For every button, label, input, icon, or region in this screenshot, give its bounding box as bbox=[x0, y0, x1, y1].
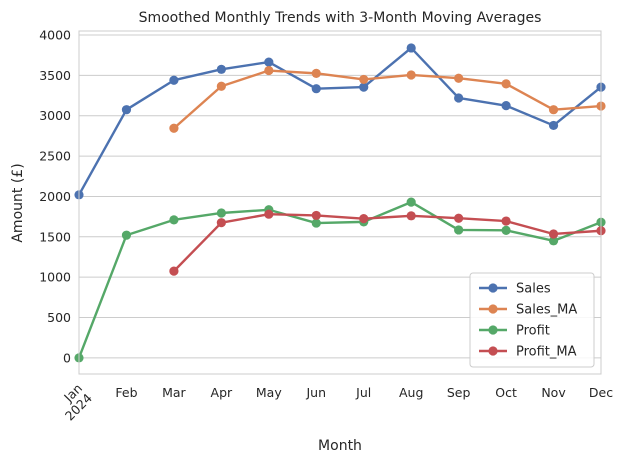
x-tick-label: Dec bbox=[589, 385, 613, 400]
data-point-profit-ma bbox=[406, 211, 416, 221]
x-axis-label: Month bbox=[318, 438, 362, 454]
data-point-profit bbox=[501, 225, 511, 235]
legend-item-sales-ma: Sales_MA bbox=[479, 303, 577, 318]
legend-label: Sales_MA bbox=[516, 303, 577, 318]
x-tick-label: May bbox=[256, 385, 282, 400]
legend-item-profit: Profit bbox=[479, 324, 550, 339]
data-point-sales bbox=[264, 57, 274, 67]
y-tick-label: 500 bbox=[47, 310, 71, 325]
data-point-profit-ma bbox=[311, 210, 321, 221]
data-point-sales bbox=[548, 120, 559, 131]
data-point-profit bbox=[169, 215, 179, 225]
legend-swatch-marker bbox=[488, 283, 498, 293]
series-layer bbox=[74, 43, 606, 363]
data-point-sales bbox=[501, 101, 511, 111]
data-point-sales-ma bbox=[359, 74, 369, 85]
x-tick-label: Aug bbox=[399, 385, 423, 400]
series-line-sales bbox=[77, 46, 603, 197]
y-tick-label: 2500 bbox=[39, 149, 71, 164]
legend-item-sales: Sales bbox=[479, 282, 551, 297]
x-tick-label: Oct bbox=[495, 385, 517, 400]
data-point-sales-ma bbox=[406, 70, 416, 80]
data-point-profit bbox=[121, 230, 132, 240]
data-point-sales-ma bbox=[264, 65, 274, 76]
series-line-sales-ma bbox=[172, 69, 603, 130]
y-tick-label: 0 bbox=[63, 350, 71, 365]
y-tick-label: 3000 bbox=[39, 108, 71, 123]
data-point-sales-ma bbox=[454, 73, 464, 83]
y-tick-label: 2000 bbox=[39, 189, 71, 204]
series-profit-ma bbox=[169, 209, 606, 276]
y-axis-label: Amount (£) bbox=[10, 163, 26, 242]
legend-item-profit-ma: Profit_MA bbox=[479, 345, 577, 360]
data-point-profit-ma bbox=[548, 229, 559, 239]
data-point-profit bbox=[406, 197, 416, 207]
data-point-profit-ma bbox=[169, 266, 179, 276]
data-point-sales bbox=[359, 82, 369, 92]
legend-swatch-marker bbox=[488, 346, 498, 356]
x-tick-label: Feb bbox=[115, 385, 137, 400]
x-tick-label: Jun bbox=[306, 385, 327, 400]
data-point-sales bbox=[169, 75, 179, 85]
data-point-profit bbox=[216, 208, 226, 218]
data-point-sales bbox=[121, 105, 132, 115]
data-point-sales-ma bbox=[501, 79, 511, 89]
data-point-sales-ma bbox=[548, 105, 559, 115]
legend-swatch-marker bbox=[488, 304, 498, 314]
x-tick-label: Apr bbox=[211, 385, 233, 400]
x-tick-label: Mar bbox=[162, 385, 186, 400]
legend-label: Profit_MA bbox=[516, 345, 577, 360]
data-point-profit bbox=[548, 236, 559, 246]
y-tick-label: 3500 bbox=[39, 68, 71, 83]
plot-frame bbox=[78, 30, 602, 375]
data-point-profit-ma bbox=[501, 216, 511, 226]
data-point-profit-ma bbox=[454, 213, 464, 223]
series-line-profit-ma bbox=[172, 213, 603, 273]
data-point-sales bbox=[311, 84, 321, 94]
legend-label: Profit bbox=[516, 324, 550, 339]
legend-frame bbox=[469, 272, 595, 368]
data-point-profit-ma bbox=[264, 209, 274, 219]
data-point-profit bbox=[454, 225, 464, 235]
series-line-profit bbox=[77, 200, 603, 360]
chart-title: Smoothed Monthly Trends with 3-Month Mov… bbox=[139, 10, 542, 26]
x-tick-label: Nov bbox=[541, 385, 566, 400]
x-tick-label: Sep bbox=[447, 385, 471, 400]
data-point-sales bbox=[406, 43, 416, 53]
series-sales bbox=[74, 43, 606, 200]
data-point-sales-ma bbox=[169, 123, 179, 133]
data-point-sales-ma bbox=[216, 81, 226, 91]
y-tick-label: 4000 bbox=[39, 28, 71, 43]
data-point-sales bbox=[454, 93, 464, 103]
data-point-sales-ma bbox=[311, 68, 321, 78]
data-point-profit bbox=[311, 218, 321, 228]
legend: Sales Sales_MA Profit Profit_MA bbox=[469, 272, 595, 368]
y-tick-label: 1000 bbox=[39, 270, 71, 285]
data-point-sales bbox=[216, 64, 226, 74]
data-point-profit-ma bbox=[359, 214, 369, 224]
x-tick-label: Jul bbox=[355, 385, 371, 400]
y-tick-label: 1500 bbox=[39, 229, 71, 244]
grid-layer bbox=[79, 34, 601, 359]
series-sales-ma bbox=[169, 65, 606, 133]
legend-label: Sales bbox=[516, 282, 551, 297]
data-point-profit-ma bbox=[216, 218, 226, 228]
legend-swatch-marker bbox=[488, 325, 498, 335]
